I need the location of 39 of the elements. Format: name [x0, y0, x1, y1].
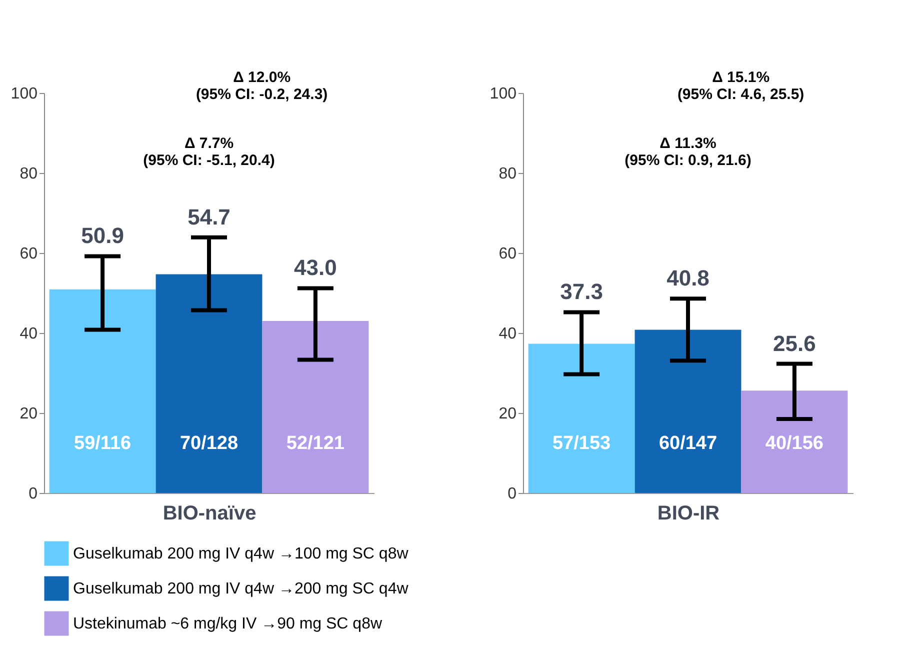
- y-tick-label: 20: [20, 406, 38, 422]
- y-tick-label: 80: [498, 166, 517, 182]
- annotation: Δ 11.3% (95% CI: 0.9, 21.6): [624, 135, 752, 169]
- data-label: 54.7: [188, 204, 230, 230]
- annotation: 52/121: [286, 433, 345, 454]
- annotation: Δ 12.0% (95% CI: -0.2, 24.3): [196, 69, 328, 103]
- bar: [634, 330, 742, 493]
- y-tick-label: 0: [28, 486, 38, 502]
- legend-label: Guselkumab 200 mg IV q4w →100 mg SC q8w: [73, 546, 409, 562]
- legend-label: Ustekinumab ~6 mg/kg IV →90 mg SC q8w: [73, 616, 382, 632]
- y-tick-label: 40: [20, 326, 38, 342]
- y-tick-label: 60: [498, 246, 517, 262]
- x-axis-title: BIO-naïve: [162, 502, 256, 524]
- annotation: 70/128: [180, 433, 238, 454]
- data-label: 50.9: [81, 223, 124, 248]
- x-axis-title: BIO-IR: [657, 502, 720, 524]
- annotation: 59/116: [74, 433, 132, 454]
- y-tick-label: 60: [20, 246, 38, 262]
- y-tick-label: 20: [498, 406, 517, 422]
- data-label: 37.3: [560, 279, 603, 304]
- y-tick-label: 80: [20, 166, 38, 182]
- annotation: Δ 7.7% (95% CI: -5.1, 20.4): [143, 135, 275, 169]
- annotation: 40/156: [765, 433, 824, 454]
- annotation: 60/147: [658, 433, 718, 454]
- bar: [741, 390, 848, 493]
- data-label: 40.8: [666, 266, 710, 291]
- y-tick-label: 100: [490, 86, 517, 102]
- y-tick-label: 40: [498, 326, 517, 342]
- bar: [262, 321, 369, 493]
- y-tick-label: 100: [10, 86, 38, 102]
- legend-label: Guselkumab 200 mg IV q4w →200 mg SC q4w: [73, 580, 409, 598]
- data-label: 43.0: [294, 255, 337, 280]
- annotation: Δ 15.1% (95% CI: 4.6, 25.5): [677, 69, 804, 103]
- bar: [156, 274, 262, 493]
- y-tick-label: 0: [508, 486, 517, 502]
- bar: [49, 289, 156, 493]
- data-label: 25.6: [773, 330, 816, 356]
- annotation: 57/153: [552, 433, 611, 454]
- bar: [528, 344, 635, 493]
